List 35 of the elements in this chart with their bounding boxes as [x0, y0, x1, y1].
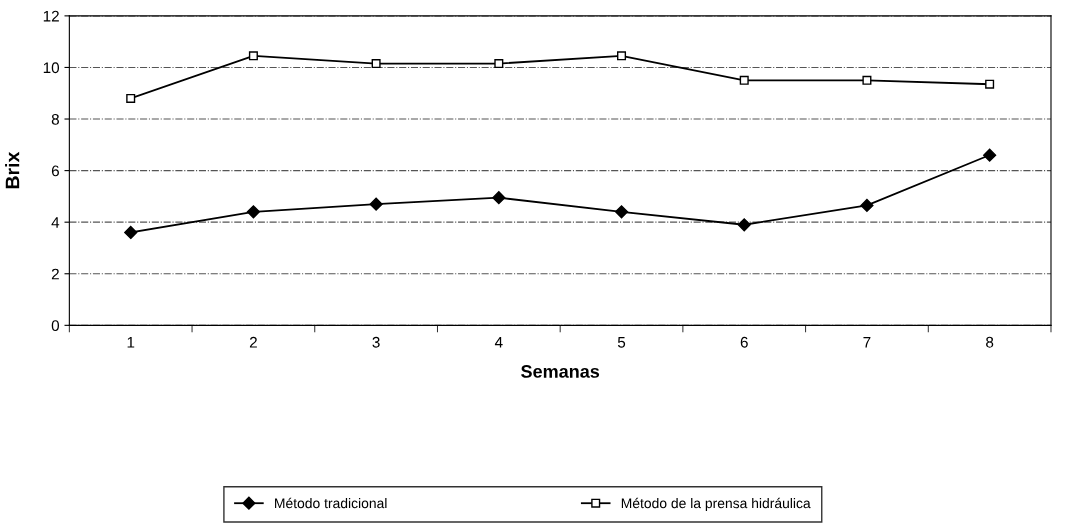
point [983, 148, 997, 162]
point [369, 197, 383, 211]
legend-label: Método tradicional [275, 497, 387, 509]
point [739, 75, 749, 85]
x-tick-label: 4 [494, 337, 503, 348]
y-tick-label: 10 [43, 62, 60, 74]
y-tick-label: 4 [51, 217, 60, 228]
x-tick-label: 7 [863, 337, 871, 348]
legend-label: Método de la prensa hidráulica [621, 497, 811, 511]
x-tick-label: 3 [372, 336, 380, 348]
x-tick-label: 2 [249, 336, 257, 348]
point [860, 198, 874, 213]
y-tick-label: 2 [51, 268, 59, 280]
point [614, 205, 629, 219]
x-tick-label: 1 [127, 337, 135, 348]
point [985, 79, 995, 89]
point [492, 191, 506, 205]
point [246, 205, 261, 219]
point [617, 51, 627, 61]
point [124, 225, 138, 240]
point [248, 51, 258, 61]
point [371, 59, 381, 69]
y-axis-title: Brix [5, 151, 20, 189]
point [737, 218, 751, 232]
y-tick-label: 6 [51, 165, 59, 177]
x-tick-label: 6 [740, 336, 748, 348]
point [126, 93, 136, 103]
x-axis-title: Semanas [521, 365, 600, 378]
y-tick-label: 12 [43, 10, 59, 22]
point [494, 59, 504, 69]
point [862, 75, 872, 85]
x-tick-label: 5 [617, 337, 626, 348]
y-tick-label: 8 [51, 113, 59, 125]
x-tick-label: 8 [986, 336, 994, 348]
y-tick-label: 0 [51, 320, 60, 332]
